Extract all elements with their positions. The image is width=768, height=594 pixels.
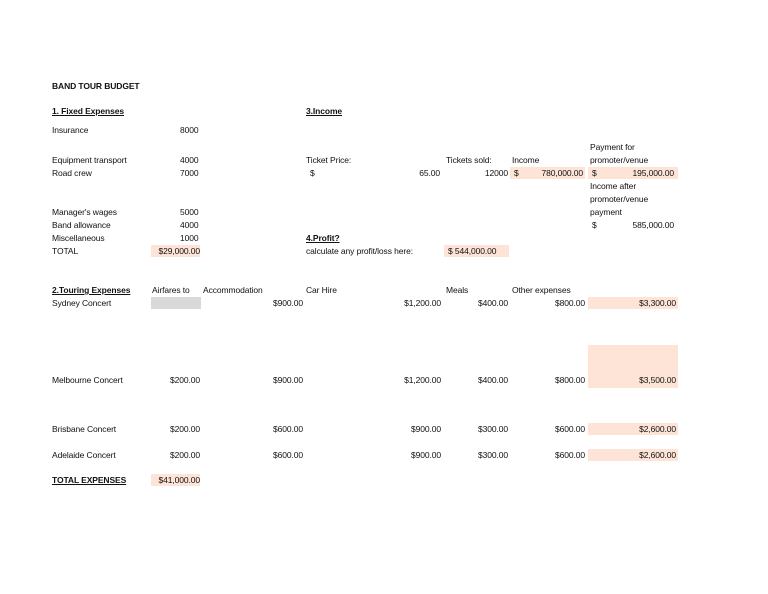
touring-row-total[interactable]: $3,500.00 [639, 375, 676, 385]
col-other: Other expenses [512, 285, 571, 295]
touring-row-name: Sydney Concert [52, 298, 112, 308]
touring-car-hire[interactable]: $1,200.00 [404, 375, 441, 385]
touring-other[interactable]: $800.00 [554, 298, 585, 308]
touring-other[interactable]: $800.00 [554, 375, 585, 385]
touring-row-name: Adelaide Concert [52, 450, 116, 460]
touring-heading: 2.Touring Expenses [52, 285, 131, 295]
income-cell[interactable]: $ 780,000.00 [510, 167, 585, 179]
touring-accommodation[interactable]: $900.00 [272, 375, 303, 385]
melbourne-total-bg [588, 345, 678, 388]
payment-currency: $ [592, 168, 597, 178]
ticket-price-label: Ticket Price: [306, 155, 352, 165]
touring-car-hire[interactable]: $900.00 [410, 450, 441, 460]
total-expenses-label: TOTAL EXPENSES [52, 475, 127, 485]
fixed-value-insurance[interactable]: 8000 [180, 125, 199, 135]
touring-row-name: Brisbane Concert [52, 424, 117, 434]
income-heading: 3.Income [306, 106, 343, 116]
income-currency: $ [514, 168, 519, 178]
total-expenses-value[interactable]: $41,000.00 [151, 474, 200, 486]
fixed-total-label: TOTAL [52, 246, 79, 256]
sheet-title: BAND TOUR BUDGET [52, 81, 140, 91]
touring-row-name: Melbourne Concert [52, 375, 123, 385]
fixed-value-road-crew[interactable]: 7000 [180, 168, 199, 178]
after-label-1: Income after [590, 181, 637, 191]
fixed-label-manager: Manager's wages [52, 207, 117, 217]
after-currency: $ [592, 220, 597, 230]
after-value: 585,000.00 [632, 220, 674, 230]
col-car-hire: Car Hire [306, 285, 337, 295]
profit-heading: 4.Profit? [306, 233, 340, 243]
touring-meals[interactable]: $400.00 [477, 298, 508, 308]
fixed-value-band-allowance[interactable]: 4000 [180, 220, 199, 230]
touring-accommodation[interactable]: $600.00 [272, 424, 303, 434]
touring-row-total[interactable]: $3,300.00 [588, 297, 678, 309]
fixed-value-manager[interactable]: 5000 [180, 207, 199, 217]
after-label-3: payment [590, 207, 622, 217]
touring-airfare[interactable]: $200.00 [169, 424, 200, 434]
fixed-label-equipment: Equipment transport [52, 155, 127, 165]
col-airfares: Airfares to [152, 285, 190, 295]
payment-label-1: Payment for [590, 142, 635, 152]
profit-label: calculate any profit/loss here: [306, 246, 413, 256]
touring-other[interactable]: $600.00 [554, 424, 585, 434]
ticket-price-currency: $ [310, 168, 315, 178]
touring-meals[interactable]: $300.00 [477, 450, 508, 460]
touring-meals[interactable]: $400.00 [477, 375, 508, 385]
touring-meals[interactable]: $300.00 [477, 424, 508, 434]
profit-value[interactable]: $ 544,000.00 [444, 245, 509, 257]
touring-airfare[interactable]: $200.00 [169, 450, 200, 460]
touring-row-total[interactable]: $2,600.00 [588, 423, 678, 435]
fixed-label-insurance: Insurance [52, 125, 89, 135]
touring-airfare[interactable]: $200.00 [169, 375, 200, 385]
payment-label-2: promoter/venue [590, 155, 649, 165]
airfare-empty-cell[interactable] [151, 297, 201, 309]
col-accommodation: Accommodation [203, 285, 263, 295]
payment-value: 195,000.00 [632, 168, 674, 178]
tickets-sold-value[interactable]: 12000 [484, 168, 508, 178]
fixed-value-misc[interactable]: 1000 [180, 233, 199, 243]
touring-car-hire[interactable]: $1,200.00 [404, 298, 441, 308]
touring-accommodation[interactable]: $600.00 [272, 450, 303, 460]
col-meals: Meals [446, 285, 469, 295]
tickets-sold-label: Tickets sold: [446, 155, 492, 165]
fixed-label-band-allowance: Band allowance [52, 220, 111, 230]
fixed-label-misc: Miscellaneous [52, 233, 105, 243]
ticket-price-value[interactable]: 65.00 [419, 168, 440, 178]
touring-car-hire[interactable]: $900.00 [410, 424, 441, 434]
touring-other[interactable]: $600.00 [554, 450, 585, 460]
touring-row-total[interactable]: $2,600.00 [588, 449, 678, 461]
payment-cell[interactable]: $ 195,000.00 [588, 167, 678, 179]
fixed-expenses-heading: 1. Fixed Expenses [52, 106, 125, 116]
after-label-2: promoter/venue [590, 194, 649, 204]
fixed-label-road-crew: Road crew [52, 168, 92, 178]
after-cell[interactable]: $ 585,000.00 [588, 219, 678, 231]
fixed-value-equipment[interactable]: 4000 [180, 155, 199, 165]
fixed-total-value[interactable]: $29,000.00 [151, 245, 200, 257]
income-value: 780,000.00 [541, 168, 583, 178]
touring-accommodation[interactable]: $900.00 [272, 298, 303, 308]
income-label: Income [512, 155, 540, 165]
